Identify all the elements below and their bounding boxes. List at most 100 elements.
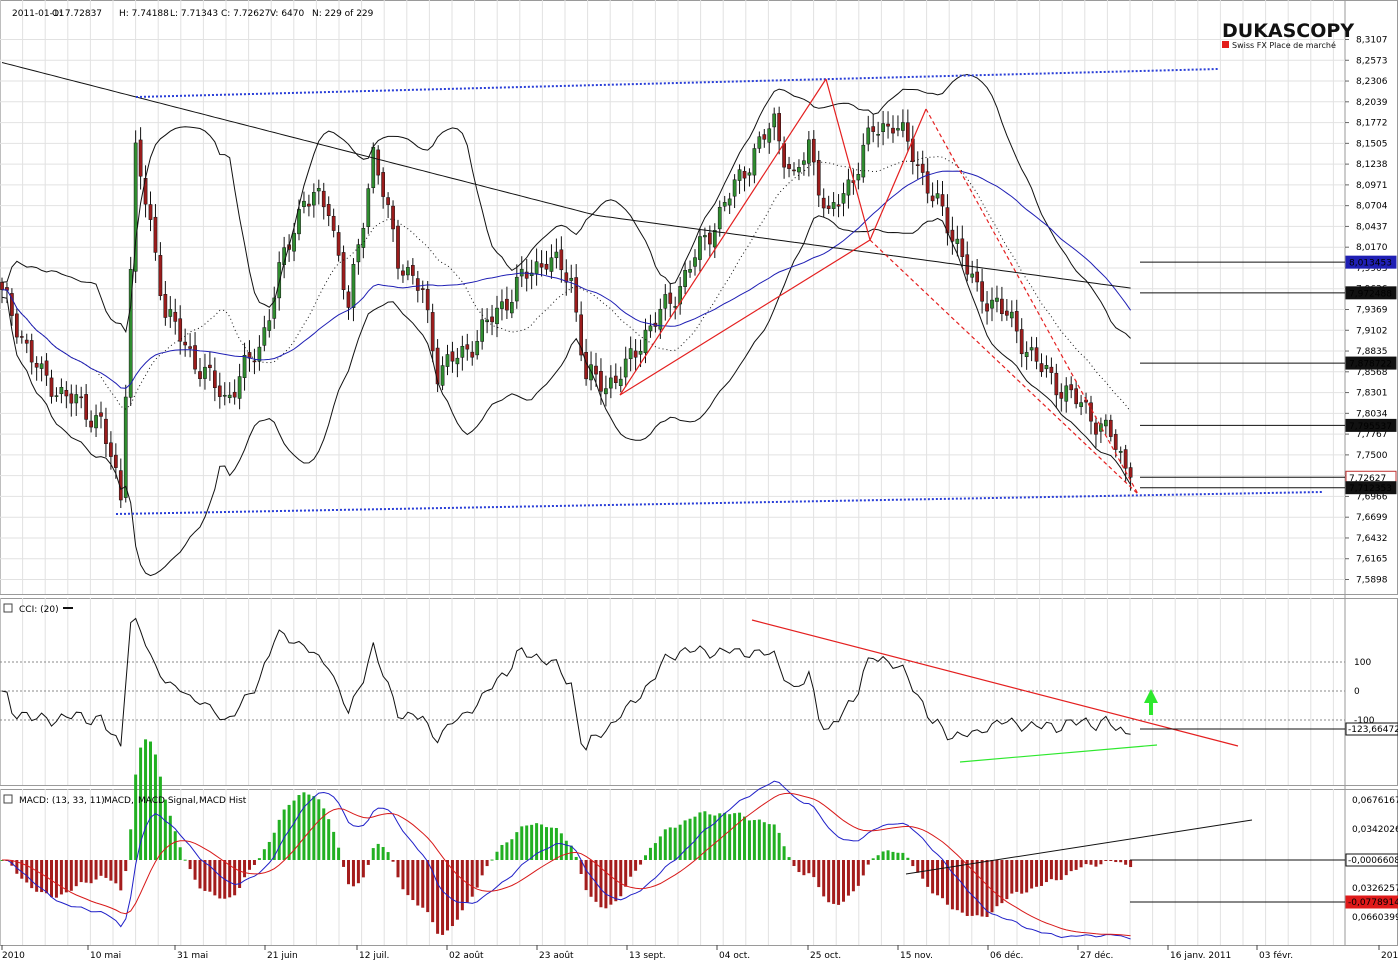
candle-body — [906, 122, 910, 142]
macd-hist-bar — [322, 808, 326, 860]
candle-body — [1128, 467, 1133, 478]
candle-body — [841, 193, 846, 204]
candle-body — [925, 171, 930, 194]
macd-hist-bar — [728, 814, 732, 860]
macd-hist-bar — [505, 842, 509, 860]
y-tick-label: 8,1238 — [1356, 160, 1388, 170]
candle-body — [623, 358, 628, 378]
macd-hist-bar — [1030, 860, 1034, 889]
candle-body — [886, 123, 890, 127]
macd-hist-bar — [718, 813, 722, 860]
candle-body — [534, 261, 539, 274]
panel-frame-1 — [0, 0, 1398, 595]
macd-signal-line — [2, 792, 1131, 937]
candle-body — [712, 230, 717, 248]
macd-hist-bar — [851, 860, 855, 892]
macd-hist-bar — [579, 860, 583, 874]
macd-hist-bar — [594, 860, 598, 902]
info-volume: V: 6470 — [270, 9, 304, 19]
candle-body — [737, 169, 742, 181]
candles — [0, 106, 1133, 508]
macd-hist-bar — [698, 812, 702, 860]
candle-body — [208, 364, 212, 369]
macd-hist-bar — [609, 860, 613, 905]
macd-hist-bar — [916, 860, 920, 873]
macd-value-label: -0,0006608 — [1348, 856, 1398, 866]
candle-body — [490, 316, 494, 323]
macd-hist-bar — [411, 860, 415, 901]
x-tick-label: 23 août — [539, 951, 574, 961]
macd-value-label: -0,0778914 — [1348, 898, 1398, 908]
macd-hist-bar — [827, 860, 831, 903]
candle-body — [658, 308, 663, 330]
candle-body — [435, 347, 440, 385]
macd-hist-bar — [426, 860, 430, 913]
candle-body — [217, 385, 222, 397]
macd-hist-bar — [1010, 860, 1014, 894]
macd-hist-bar — [1109, 860, 1113, 861]
macd-trendline — [905, 819, 1253, 875]
macd-hist-bar — [54, 860, 58, 898]
candle-body — [955, 238, 960, 244]
candle-body — [628, 348, 633, 360]
macd-hist-bar — [559, 833, 563, 860]
candle-body — [995, 297, 999, 302]
candle-body — [84, 394, 89, 420]
y-tick-label: 8,0437 — [1356, 222, 1388, 232]
info-count: N: 229 of 229 — [312, 9, 374, 19]
macd-tick-label: 0,0326257 — [1352, 884, 1398, 894]
candle-body — [514, 276, 519, 302]
candle-body — [871, 126, 876, 132]
macd-hist-bar — [495, 851, 499, 860]
candle-body — [1118, 450, 1123, 453]
macd-hist-bar — [941, 860, 944, 899]
candle-body — [762, 134, 767, 140]
macd-hist-bar — [817, 860, 821, 888]
macd-hist-bar — [277, 819, 281, 860]
macd-line — [1, 780, 1131, 940]
candle-body — [1005, 310, 1009, 316]
macd-hist-bar — [1099, 860, 1103, 865]
candle-body — [866, 127, 871, 145]
candle-body — [703, 235, 707, 238]
candle-body — [604, 388, 608, 395]
macd-hist-bar — [243, 860, 247, 878]
cci-line — [1, 617, 1131, 751]
x-tick-label: 10 mai — [90, 951, 121, 961]
candle-body — [797, 167, 801, 173]
macd-hist-bar — [114, 860, 118, 884]
macd-hist-bar — [624, 860, 628, 887]
macd-hist-bar — [1025, 860, 1029, 893]
x-tick-label: 2010 — [2, 951, 25, 961]
macd-hist-bar — [1054, 860, 1058, 881]
candle-body — [990, 299, 994, 309]
macd-hist-bar — [1000, 860, 1004, 904]
candle-body — [79, 396, 84, 399]
candle-body — [811, 138, 816, 163]
macd-hist-bar — [173, 831, 177, 860]
candle-body — [609, 377, 613, 389]
cci-support-line — [959, 744, 1158, 763]
candle-body — [663, 294, 668, 309]
macd-hist-bar — [30, 860, 34, 889]
candle-body — [29, 340, 34, 363]
candle-body — [1044, 365, 1049, 370]
candle-body — [1099, 423, 1103, 432]
macd-hist-bar — [436, 860, 440, 934]
macd-hist-bar — [351, 860, 355, 887]
candle-body — [678, 286, 682, 305]
macd-tick-label: 0,0660399 — [1352, 913, 1398, 923]
candle-body — [465, 344, 470, 350]
y-tick-label: 8,2573 — [1356, 56, 1388, 66]
candle-body — [262, 327, 267, 346]
candle-body — [717, 206, 722, 230]
macd-hist-bar — [1104, 860, 1108, 861]
candle-body — [1074, 388, 1079, 405]
candle-body — [618, 378, 623, 386]
harmonic-line — [925, 108, 1139, 495]
candle-body — [985, 303, 989, 312]
macd-hist-bar — [936, 860, 940, 896]
x-tick-label: 27 déc. — [1080, 950, 1113, 961]
bollinger-upper — [1, 73, 1131, 339]
candle-body — [826, 205, 831, 209]
